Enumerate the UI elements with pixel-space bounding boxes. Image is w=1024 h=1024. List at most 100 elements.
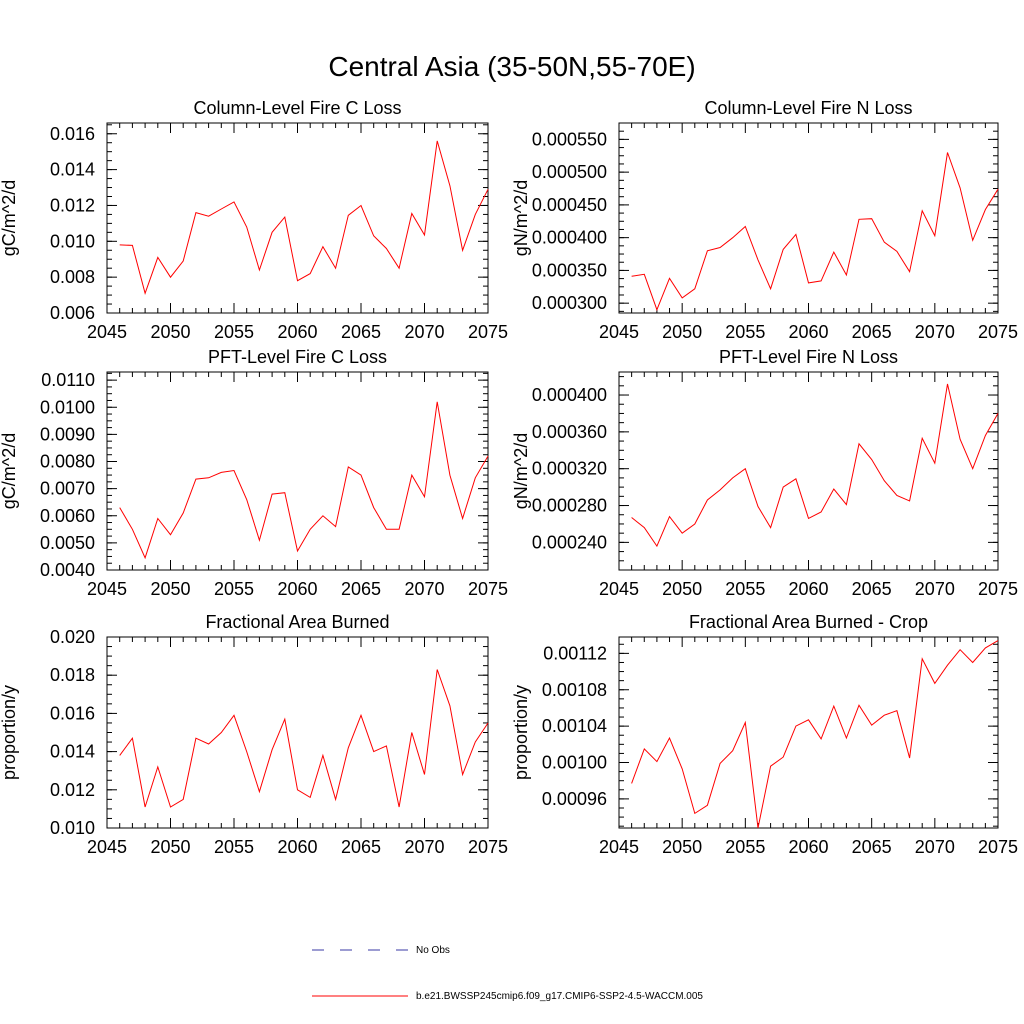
x-tick-label: 2075: [468, 322, 508, 342]
series-line: [631, 152, 999, 312]
y-tick-label: 0.0110: [41, 370, 95, 390]
x-tick-label: 2045: [87, 322, 127, 342]
x-tick-label: 2075: [468, 579, 508, 599]
y-tick-label: 0.00108: [542, 680, 607, 700]
y-tick-label: 0.000360: [532, 422, 607, 442]
x-tick-label: 2045: [599, 322, 639, 342]
x-tick-label: 2075: [468, 837, 508, 857]
panel-6: Fractional Area Burned - Crop proportion/…: [511, 612, 1018, 857]
x-tick-label: 2070: [404, 579, 444, 599]
y-tick-label: 0.000300: [532, 293, 607, 313]
y-axis-label: proportion/y: [0, 685, 19, 780]
x-tick-label: 2055: [214, 579, 254, 599]
x-tick-label: 2055: [725, 837, 765, 857]
x-tick-label: 2060: [788, 322, 828, 342]
series-line: [119, 669, 489, 808]
x-tick-label: 2045: [87, 837, 127, 857]
plot-frame: [106, 371, 489, 571]
y-tick-label: 0.010: [50, 231, 95, 251]
x-tick-label: 2065: [852, 322, 892, 342]
y-tick-label: 0.0080: [40, 452, 95, 472]
y-tick-label: 0.00112: [543, 643, 607, 663]
x-tick-label: 2070: [404, 322, 444, 342]
y-tick-label: 0.000400: [532, 385, 607, 405]
y-tick-label: 0.000240: [532, 532, 607, 552]
plot-frame: [618, 122, 999, 314]
y-tick-label: 0.0070: [40, 479, 95, 499]
y-tick-label: 0.00104: [542, 716, 607, 736]
y-tick-label: 0.016: [50, 124, 95, 144]
y-tick-label: 0.0060: [40, 506, 95, 526]
x-tick-label: 2060: [788, 579, 828, 599]
y-tick-label: 0.012: [50, 780, 95, 800]
x-tick-label: 2070: [404, 837, 444, 857]
series-line: [119, 140, 489, 295]
y-tick-label: 0.000320: [532, 459, 607, 479]
panel-5: Fractional Area Burned proportion/y 2045 20…: [0, 612, 508, 857]
y-tick-label: 0.000280: [532, 496, 607, 516]
series-line: [631, 640, 999, 829]
y-tick-label: 0.008: [50, 267, 95, 287]
y-tick-label: 0.014: [50, 742, 95, 762]
x-tick-label: 2045: [599, 837, 639, 857]
plot-frame: [106, 636, 489, 829]
x-tick-label: 2050: [662, 579, 702, 599]
x-tick-label: 2060: [277, 579, 317, 599]
x-tick-label: 2065: [852, 579, 892, 599]
x-tick-label: 2075: [978, 322, 1018, 342]
y-tick-label: 0.000400: [532, 228, 607, 248]
x-tick-label: 2050: [150, 837, 190, 857]
y-tick-label: 0.0100: [40, 397, 95, 417]
x-tick-label: 2050: [150, 322, 190, 342]
x-tick-label: 2050: [150, 579, 190, 599]
y-tick-label: 0.014: [50, 160, 95, 180]
y-tick-label: 0.020: [50, 627, 95, 647]
y-tick-label: 0.012: [50, 195, 95, 215]
y-tick-label: 0.000550: [532, 129, 607, 149]
panel-title: Column-Level Fire N Loss: [704, 98, 912, 118]
panel-3: PFT-Level Fire C Loss gC/m^2/d 2045 2050 205…: [0, 347, 508, 599]
y-tick-label: 0.00096: [542, 789, 607, 809]
x-tick-label: 2060: [277, 322, 317, 342]
y-tick-label: 0.00100: [542, 753, 607, 773]
x-tick-label: 2055: [214, 837, 254, 857]
y-axis-label: gN/m^2/d: [511, 180, 531, 256]
panel-2: Column-Level Fire N Loss gN/m^2/d 2045 2050…: [511, 98, 1018, 342]
panel-grid: Column-Level Fire C Loss gC/m^2/d 2045 2050…: [0, 98, 1018, 857]
x-tick-label: 2075: [978, 579, 1018, 599]
x-tick-label: 2065: [341, 322, 381, 342]
y-axis-label: gN/m^2/d: [511, 433, 531, 509]
series-line: [631, 383, 999, 548]
y-tick-label: 0.006: [50, 303, 95, 323]
y-tick-label: 0.000350: [532, 260, 607, 280]
panel-title: Column-Level Fire C Loss: [193, 98, 401, 118]
legend: No Obs b.e21.BWSSP245cmip6.f09_g17.CMIP6…: [312, 945, 703, 1002]
x-tick-label: 2075: [978, 837, 1018, 857]
x-tick-label: 2050: [662, 322, 702, 342]
plot-frame: [618, 371, 999, 571]
x-tick-label: 2055: [725, 579, 765, 599]
y-axis-label: gC/m^2/d: [0, 180, 19, 256]
plot-frame: [106, 122, 489, 314]
x-tick-label: 2070: [915, 579, 955, 599]
panel-title: Fractional Area Burned: [205, 612, 389, 632]
x-tick-label: 2070: [915, 837, 955, 857]
legend-model-label: b.e21.BWSSP245cmip6.f09_g17.CMIP6-SSP2-4…: [416, 991, 703, 1002]
legend-obs-label: No Obs: [416, 945, 450, 956]
x-tick-label: 2050: [662, 837, 702, 857]
panel-4: PFT-Level Fire N Loss gN/m^2/d 2045 2050 205…: [511, 347, 1018, 599]
series-line: [119, 401, 489, 560]
x-tick-label: 2065: [341, 579, 381, 599]
x-tick-label: 2070: [915, 322, 955, 342]
x-tick-label: 2060: [788, 837, 828, 857]
x-tick-label: 2065: [852, 837, 892, 857]
panel-1: Column-Level Fire C Loss gC/m^2/d 2045 2050…: [0, 98, 508, 342]
panel-title: PFT-Level Fire C Loss: [208, 347, 387, 367]
y-axis-label: gC/m^2/d: [0, 433, 19, 509]
y-tick-label: 0.0040: [40, 560, 95, 580]
x-tick-label: 2045: [87, 579, 127, 599]
panel-title: PFT-Level Fire N Loss: [719, 347, 898, 367]
x-tick-label: 2055: [214, 322, 254, 342]
y-tick-label: 0.0090: [40, 424, 95, 444]
